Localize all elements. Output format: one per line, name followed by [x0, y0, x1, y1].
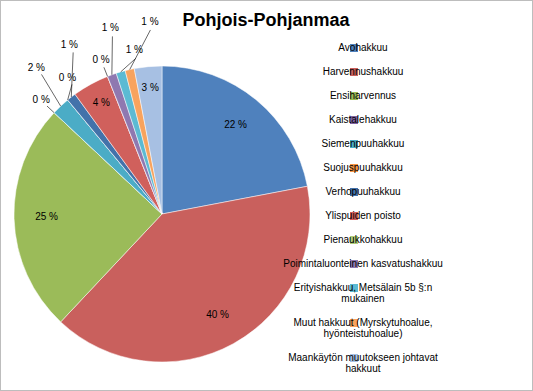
svg-text:Maankäytön muutokseen johtavat: Maankäytön muutokseen johtavathakkuut — [288, 352, 438, 374]
svg-text:Erityishakkuu, Metsälain 5b §:: Erityishakkuu, Metsälain 5b §:nmukainen — [294, 282, 432, 304]
svg-text:Kaistalehakkuu: Kaistalehakkuu — [329, 114, 397, 125]
svg-text:Verhopuuhakkuu: Verhopuuhakkuu — [325, 186, 400, 197]
svg-text:25 %: 25 % — [35, 211, 58, 222]
svg-text:Ensiharvennus: Ensiharvennus — [330, 90, 396, 101]
svg-text:0 %: 0 % — [92, 54, 109, 65]
svg-text:Ylispuiden poisto: Ylispuiden poisto — [325, 210, 401, 221]
svg-text:1 %: 1 % — [141, 16, 158, 27]
svg-text:1 %: 1 % — [126, 44, 143, 55]
svg-text:3 %: 3 % — [142, 82, 159, 93]
svg-text:Poimintaluonteinen kasvatushak: Poimintaluonteinen kasvatushakkuu — [283, 258, 443, 269]
svg-text:Siemenpuuhakkuu: Siemenpuuhakkuu — [322, 138, 405, 149]
svg-text:1 %: 1 % — [102, 22, 119, 33]
svg-text:Avohakkuu: Avohakkuu — [338, 42, 387, 53]
svg-text:2 %: 2 % — [28, 62, 45, 73]
svg-text:1 %: 1 % — [61, 39, 78, 50]
svg-text:0 %: 0 % — [33, 94, 50, 105]
svg-text:22 %: 22 % — [224, 119, 247, 130]
svg-text:4 %: 4 % — [93, 97, 110, 108]
svg-text:Harvennushakkuu: Harvennushakkuu — [323, 66, 404, 77]
svg-text:Pohjois-Pohjanmaa: Pohjois-Pohjanmaa — [182, 10, 350, 30]
svg-text:Muut hakkuut (Myrskytuhoalue,h: Muut hakkuut (Myrskytuhoalue,hyönteistuh… — [294, 317, 433, 339]
svg-text:Suojuspuuhakkuu: Suojuspuuhakkuu — [323, 162, 403, 173]
svg-text:Pienaukkohakkuu: Pienaukkohakkuu — [324, 234, 403, 245]
svg-text:40 %: 40 % — [206, 309, 229, 320]
svg-text:0 %: 0 % — [59, 72, 76, 83]
